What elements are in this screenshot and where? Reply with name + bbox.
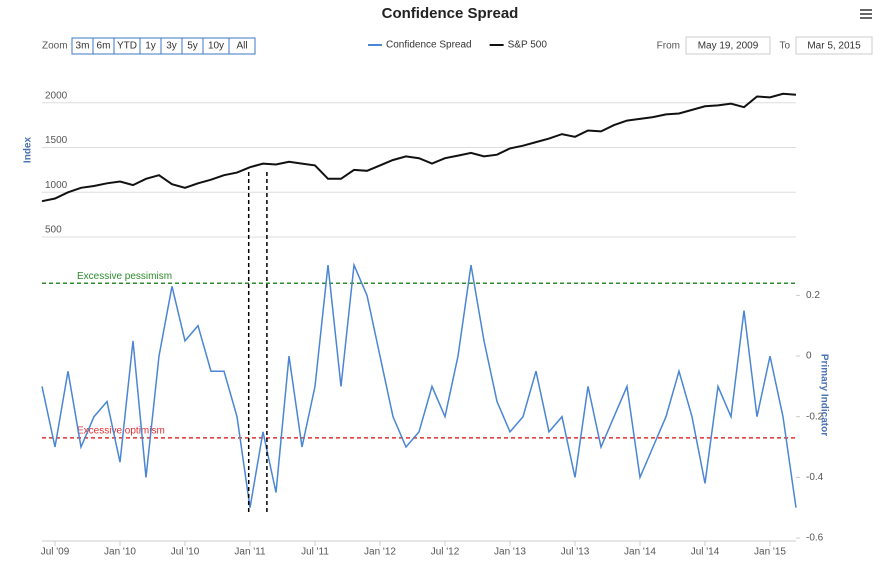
zoom-button-label[interactable]: 6m bbox=[97, 41, 111, 52]
x-tick-label: Jan '12 bbox=[364, 547, 396, 558]
series-line bbox=[41, 262, 797, 508]
legend-label: S&P 500 bbox=[508, 40, 548, 51]
y-axis-title: Index bbox=[23, 137, 34, 164]
chart-title: Confidence Spread bbox=[382, 5, 519, 22]
plot-line-label: Excessive pessimism bbox=[77, 271, 172, 282]
from-label: From bbox=[657, 41, 680, 52]
x-tick-label: Jan '13 bbox=[494, 547, 526, 558]
zoom-button[interactable]: All bbox=[228, 37, 256, 55]
zoom-button-label[interactable]: 3m bbox=[76, 41, 90, 52]
x-tick-label: Jul '09 bbox=[41, 547, 70, 558]
legend-label: Confidence Spread bbox=[386, 40, 472, 51]
x-tick-label: Jul '14 bbox=[691, 547, 720, 558]
x-tick-label: Jan '10 bbox=[104, 547, 136, 558]
zoom-button[interactable]: 10y bbox=[202, 37, 230, 55]
x-tick-label: Jul '13 bbox=[561, 547, 590, 558]
zoom-button[interactable]: 3m bbox=[71, 37, 94, 55]
x-tick-label: Jul '12 bbox=[431, 547, 460, 558]
zoom-button-label[interactable]: 3y bbox=[166, 41, 177, 52]
y2-axis-title: Primary Indicator bbox=[818, 354, 829, 436]
zoom-button-box[interactable] bbox=[228, 37, 256, 55]
zoom-button-label[interactable]: All bbox=[236, 41, 247, 52]
from-value[interactable]: May 19, 2009 bbox=[698, 41, 759, 52]
x-tick-label: Jul '11 bbox=[301, 547, 329, 558]
y-tick-label: 1000 bbox=[45, 180, 68, 191]
y2-tick-label: -0.4 bbox=[806, 472, 824, 483]
x-tick-label: Jan '15 bbox=[754, 547, 786, 558]
to-value[interactable]: Mar 5, 2015 bbox=[807, 41, 861, 52]
zoom-button-label[interactable]: 10y bbox=[208, 41, 224, 52]
y-tick-label: 1500 bbox=[45, 135, 68, 146]
zoom-button[interactable]: 6m bbox=[92, 37, 115, 55]
to-label: To bbox=[779, 41, 790, 52]
zoom-button[interactable]: 1y bbox=[139, 37, 162, 55]
zoom-label: Zoom bbox=[42, 41, 68, 52]
series-line bbox=[41, 92, 797, 203]
zoom-button-label[interactable]: 5y bbox=[187, 41, 198, 52]
y2-tick-label: 0.2 bbox=[806, 290, 820, 301]
y2-tick-label: 0 bbox=[806, 351, 812, 362]
from-input[interactable] bbox=[685, 36, 771, 55]
zoom-button-label[interactable]: YTD bbox=[117, 41, 137, 52]
to-input[interactable] bbox=[795, 36, 873, 55]
y2-tick-label: -0.6 bbox=[806, 533, 824, 544]
menu-icon[interactable] bbox=[858, 6, 874, 22]
zoom-button[interactable]: 3y bbox=[160, 37, 183, 55]
y2-tick-label: -0.2 bbox=[806, 411, 824, 422]
zoom-button[interactable]: YTD bbox=[113, 37, 141, 55]
x-tick-label: Jul '10 bbox=[171, 547, 200, 558]
x-tick-label: Jan '14 bbox=[624, 547, 656, 558]
zoom-button[interactable]: 5y bbox=[181, 37, 204, 55]
y-tick-label: 2000 bbox=[45, 90, 68, 101]
plot-line-label: Excessive optimism bbox=[77, 426, 165, 437]
y-tick-label: 500 bbox=[45, 225, 62, 236]
zoom-button-label[interactable]: 1y bbox=[145, 41, 156, 52]
x-tick-label: Jan '11 bbox=[234, 547, 266, 558]
